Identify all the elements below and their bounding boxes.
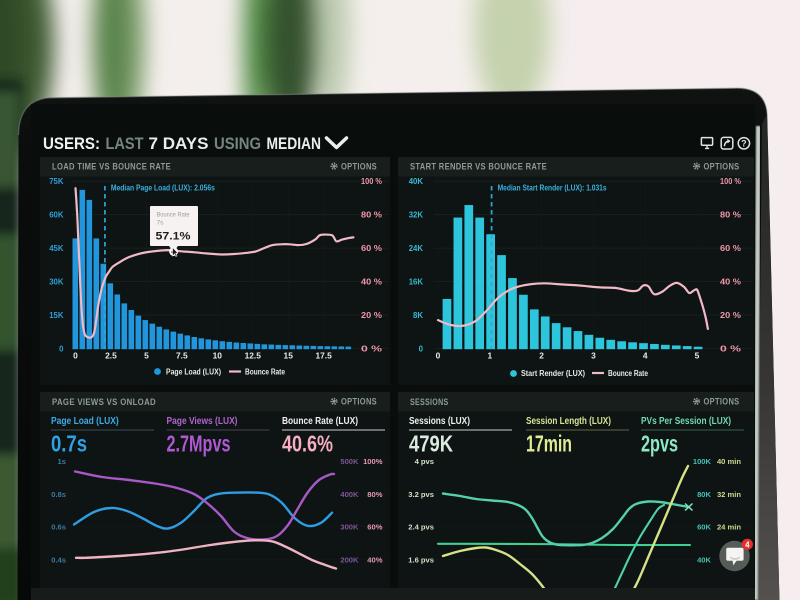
svg-text:57.1%: 57.1% <box>156 231 191 243</box>
svg-text:OPTIONS: OPTIONS <box>704 161 740 171</box>
svg-text:60K: 60K <box>697 523 711 532</box>
svg-text:0.6s: 0.6s <box>51 523 66 532</box>
svg-text:Median Page Load (LUX): 2.056s: Median Page Load (LUX): 2.056s <box>111 184 215 193</box>
svg-text:75K: 75K <box>49 177 64 186</box>
svg-text:USERS:: USERS: <box>43 134 100 153</box>
svg-text:100%: 100% <box>363 457 383 466</box>
svg-text:45K: 45K <box>49 244 64 253</box>
svg-text:1.6 pvs: 1.6 pvs <box>408 555 434 564</box>
svg-text:2: 2 <box>539 351 544 361</box>
svg-text:80 %: 80 % <box>361 210 382 219</box>
svg-text:4: 4 <box>643 351 648 361</box>
svg-text:1: 1 <box>487 351 492 361</box>
svg-text:100K: 100K <box>693 457 712 466</box>
svg-text:200K: 200K <box>340 555 359 564</box>
svg-text:3: 3 <box>591 351 596 361</box>
svg-text:20 %: 20 % <box>361 311 382 320</box>
svg-text:100 %: 100 % <box>720 177 741 186</box>
svg-text:5: 5 <box>144 351 149 361</box>
svg-text:7.5: 7.5 <box>176 351 188 361</box>
svg-text:80 %: 80 % <box>720 210 741 219</box>
svg-text:479K: 479K <box>409 430 453 456</box>
svg-text:Session Length (LUX): Session Length (LUX) <box>526 416 611 427</box>
svg-text:3.2 pvs: 3.2 pvs <box>408 490 434 499</box>
svg-text:PAGE VIEWS VS ONLOAD: PAGE VIEWS VS ONLOAD <box>52 397 156 407</box>
svg-text:24 min: 24 min <box>717 523 741 532</box>
svg-text:0.7s: 0.7s <box>51 430 87 456</box>
svg-text:0.4s: 0.4s <box>51 555 66 564</box>
svg-text:0: 0 <box>59 344 64 353</box>
svg-text:0.8s: 0.8s <box>51 490 66 499</box>
svg-text:30K: 30K <box>49 277 64 286</box>
svg-text:Bounce Rate (LUX): Bounce Rate (LUX) <box>282 416 358 427</box>
svg-text:Bounce Rate: Bounce Rate <box>245 367 285 377</box>
svg-text:7 DAYS: 7 DAYS <box>149 134 209 153</box>
svg-text:PVs Per Session (LUX): PVs Per Session (LUX) <box>641 416 731 427</box>
svg-text:OPTIONS: OPTIONS <box>704 397 740 407</box>
svg-text:80K: 80K <box>697 490 711 499</box>
svg-text:15: 15 <box>284 351 294 361</box>
svg-text:OPTIONS: OPTIONS <box>341 161 377 171</box>
svg-text:32K: 32K <box>409 210 424 219</box>
svg-text:0: 0 <box>436 351 441 361</box>
svg-text:40 %: 40 % <box>720 277 741 286</box>
svg-text:8K: 8K <box>413 311 423 320</box>
svg-text:5: 5 <box>695 351 700 361</box>
svg-text:40 min: 40 min <box>717 457 741 466</box>
svg-text:4: 4 <box>745 540 750 549</box>
svg-text:15K: 15K <box>49 311 64 320</box>
svg-text:Bounce Rate: Bounce Rate <box>608 368 648 378</box>
svg-text:17.5: 17.5 <box>315 351 332 361</box>
svg-text:40K: 40K <box>409 177 424 186</box>
svg-text:60 %: 60 % <box>720 244 741 253</box>
svg-text:7s: 7s <box>157 220 165 227</box>
svg-text:500K: 500K <box>340 457 359 466</box>
svg-text:300K: 300K <box>340 523 359 532</box>
svg-text:OPTIONS: OPTIONS <box>341 397 377 407</box>
svg-text:2.7Mpvs: 2.7Mpvs <box>167 430 231 456</box>
svg-text:LOAD TIME VS BOUNCE RATE: LOAD TIME VS BOUNCE RATE <box>52 161 171 171</box>
svg-text:80%: 80% <box>367 490 382 499</box>
svg-text:32 min: 32 min <box>717 490 741 499</box>
svg-text:0 %: 0 % <box>720 344 741 353</box>
svg-text:0: 0 <box>419 344 424 353</box>
svg-text:17min: 17min <box>526 430 572 456</box>
svg-text:60%: 60% <box>367 523 382 532</box>
svg-text:2.5: 2.5 <box>105 351 117 361</box>
svg-text:LAST: LAST <box>106 134 145 153</box>
svg-text:2.4 pvs: 2.4 pvs <box>408 523 434 532</box>
svg-text:2pvs: 2pvs <box>641 430 678 456</box>
svg-text:USING: USING <box>214 134 261 153</box>
svg-text:Page Views (LUX): Page Views (LUX) <box>167 416 238 427</box>
svg-text:24K: 24K <box>409 244 424 253</box>
svg-text:Median Start Render (LUX): 1.0: Median Start Render (LUX): 1.031s <box>498 184 607 193</box>
svg-text:?: ? <box>741 139 747 149</box>
svg-text:60 %: 60 % <box>361 244 382 253</box>
svg-text:100 %: 100 % <box>361 177 382 186</box>
svg-text:Bounce Rate: Bounce Rate <box>157 212 190 219</box>
svg-text:16K: 16K <box>409 277 424 286</box>
svg-text:0 %: 0 % <box>361 344 382 353</box>
svg-text:20 %: 20 % <box>720 311 741 320</box>
svg-text:12.5: 12.5 <box>245 351 262 361</box>
svg-text:START RENDER VS BOUNCE RATE: START RENDER VS BOUNCE RATE <box>410 161 547 171</box>
svg-text:40 %: 40 % <box>361 277 382 286</box>
svg-text:40.6%: 40.6% <box>282 430 333 456</box>
svg-text:4 pvs: 4 pvs <box>415 457 434 466</box>
svg-text:400K: 400K <box>340 490 359 499</box>
svg-text:SESSIONS: SESSIONS <box>410 397 449 407</box>
svg-text:Page Load (LUX): Page Load (LUX) <box>166 367 221 377</box>
svg-text:Start Render (LUX): Start Render (LUX) <box>521 368 585 378</box>
svg-text:Page Load (LUX): Page Load (LUX) <box>51 416 119 427</box>
svg-text:40K: 40K <box>697 555 711 564</box>
svg-text:MEDIAN: MEDIAN <box>267 134 322 153</box>
svg-text:10: 10 <box>213 351 223 361</box>
svg-text:0: 0 <box>73 351 78 361</box>
svg-text:40%: 40% <box>367 555 382 564</box>
svg-text:1s: 1s <box>58 457 66 466</box>
svg-text:60K: 60K <box>49 210 64 219</box>
svg-text:Sessions (LUX): Sessions (LUX) <box>409 416 470 427</box>
